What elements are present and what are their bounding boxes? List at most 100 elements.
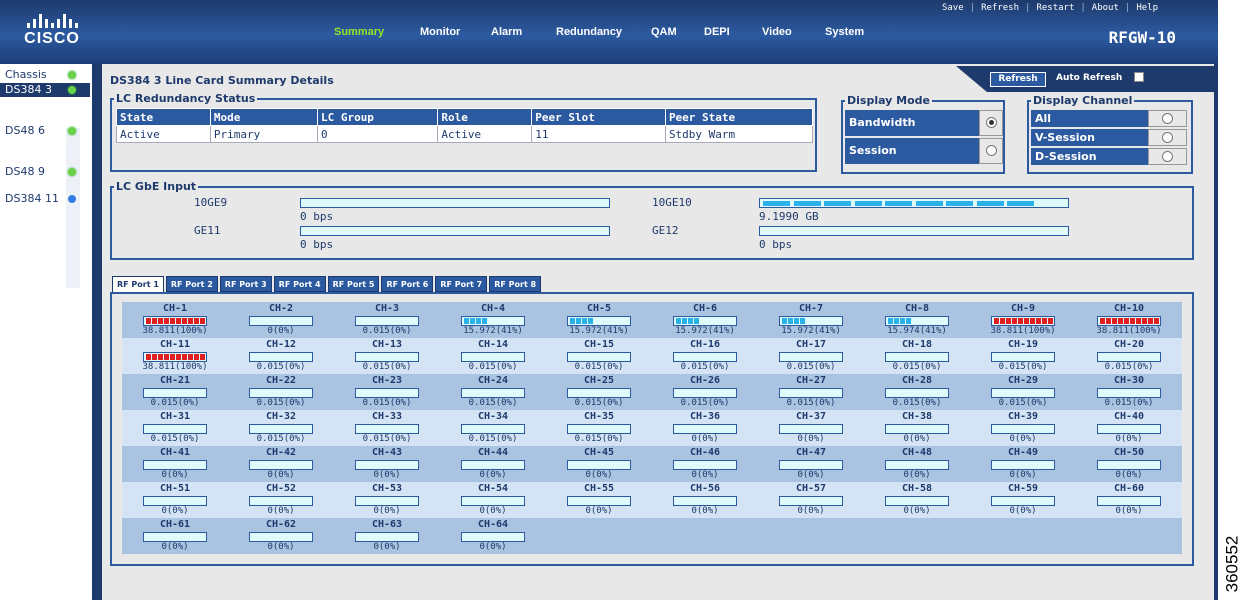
- all-radio-box: [1148, 110, 1187, 127]
- channel-usage-segment: [782, 318, 787, 324]
- channel-usage-segment: [152, 318, 157, 324]
- channel-cell: CH-27 0.015(0%): [758, 374, 864, 410]
- sidebar-item-ds48-6[interactable]: DS48 6: [0, 124, 90, 138]
- sidebar-item-ds384-11[interactable]: DS384 11: [0, 192, 90, 206]
- channel-value: 0(0%): [479, 506, 507, 516]
- tab-rf-port-3[interactable]: RF Port 3: [219, 276, 272, 292]
- channel-name: CH-63: [371, 519, 403, 530]
- channel-value: 0(0%): [267, 506, 295, 516]
- channel-cell: CH-17 0.015(0%): [758, 338, 864, 374]
- all-radio[interactable]: [1162, 113, 1173, 124]
- nav-monitor[interactable]: Monitor: [420, 26, 461, 38]
- nav-summary[interactable]: Summary: [334, 26, 385, 38]
- channel-usage-bar: [355, 388, 419, 398]
- channel-usage-segment: [170, 354, 175, 360]
- col-lc-group: LC Group: [316, 108, 439, 126]
- gbe-usage-bar: [759, 198, 1069, 208]
- channel-cell: CH-43 0(0%): [334, 446, 440, 482]
- col-mode: Mode: [209, 108, 318, 126]
- v-session-radio[interactable]: [1162, 132, 1173, 143]
- channel-cell: CH-2 0(0%): [228, 302, 334, 338]
- channel-usage-segment: [170, 318, 175, 324]
- channel-usage-segment: [470, 318, 475, 324]
- sidebar-item-ds384-3[interactable]: DS384 3: [0, 83, 90, 97]
- nav-alarm[interactable]: Alarm: [491, 26, 523, 38]
- channel-cell: CH-51 0(0%): [122, 482, 228, 518]
- channel-name: CH-35: [583, 411, 615, 422]
- d-session-radio[interactable]: [1162, 151, 1173, 162]
- util-restart-link[interactable]: Restart: [1036, 3, 1075, 13]
- nav-video[interactable]: Video: [762, 26, 792, 38]
- tab-rf-port-7[interactable]: RF Port 7: [435, 276, 488, 292]
- channel-usage-segment: [788, 318, 793, 324]
- display-channel-panel: Display Channel All V-Session D-Session: [1027, 95, 1193, 174]
- v-session-radio-box: [1148, 129, 1187, 146]
- channel-value: 0.015(0%): [256, 398, 306, 408]
- util-help-link[interactable]: Help: [1136, 3, 1158, 13]
- display-mode-legend: Display Mode: [847, 94, 931, 107]
- channel-row: CH-21 0.015(0%) CH-22 0.015(0%) CH-23 0.015(0…: [122, 374, 1182, 410]
- channel-row: CH-31 0.015(0%) CH-32 0.015(0%) CH-33 0.015(0…: [122, 410, 1182, 446]
- channel-usage-segment: [1000, 318, 1005, 324]
- nav-depi[interactable]: DEPI: [704, 26, 730, 38]
- channel-name: CH-27: [795, 375, 827, 386]
- channel-cell: CH-13 0.015(0%): [334, 338, 440, 374]
- nav-system[interactable]: System: [825, 26, 865, 38]
- bandwidth-option[interactable]: Bandwidth: [845, 110, 979, 136]
- channel-cell: CH-25 0.015(0%): [546, 374, 652, 410]
- util-about-link[interactable]: About: [1091, 3, 1119, 13]
- channel-value: 0.015(0%): [1104, 362, 1154, 372]
- channel-usage-bar: [355, 460, 419, 470]
- channel-name: CH-57: [795, 483, 827, 494]
- channel-name: CH-49: [1007, 447, 1039, 458]
- channel-usage-bar: [143, 460, 207, 470]
- tab-rf-port-4[interactable]: RF Port 4: [273, 276, 326, 292]
- channel-value: 38.811(100%): [142, 362, 208, 372]
- channel-name: CH-64: [477, 519, 509, 530]
- tab-rf-port-1[interactable]: RF Port 1: [112, 276, 164, 292]
- session-radio-box: [979, 138, 1003, 164]
- tab-rf-port-5[interactable]: RF Port 5: [327, 276, 380, 292]
- tab-rf-port-8[interactable]: RF Port 8: [489, 276, 542, 292]
- all-option[interactable]: All: [1031, 110, 1148, 127]
- sidebar-item-chassis[interactable]: Chassis: [0, 68, 90, 82]
- channel-usage-bar: [779, 352, 843, 362]
- gbe-usage-segment: [793, 201, 821, 206]
- channel-name: CH-17: [795, 339, 827, 350]
- channel-usage-bar: [355, 496, 419, 506]
- v-session-option[interactable]: V-Session: [1031, 129, 1148, 146]
- utility-nav: Save | Refresh | Restart | About | Help: [941, 3, 1158, 13]
- session-option[interactable]: Session: [845, 138, 979, 164]
- nav-qam[interactable]: QAM: [651, 26, 677, 38]
- tab-rf-port-2[interactable]: RF Port 2: [165, 276, 218, 292]
- channel-name: CH-25: [583, 375, 615, 386]
- refresh-button[interactable]: Refresh: [990, 72, 1046, 87]
- channel-usage-bar: [355, 424, 419, 434]
- page-title: DS384 3 Line Card Summary Details: [110, 74, 334, 87]
- channel-row: CH-11 38.811(100%) CH-12 0.015(0%) CH-13 0.01…: [122, 338, 1182, 374]
- channel-usage-segment: [164, 318, 169, 324]
- channel-name: CH-62: [265, 519, 297, 530]
- channel-usage-bar: [885, 352, 949, 362]
- channel-usage-segment: [676, 318, 681, 324]
- util-refresh-link[interactable]: Refresh: [981, 3, 1020, 13]
- gbe-port-name: 10GE9: [194, 196, 228, 209]
- session-radio[interactable]: [986, 145, 997, 156]
- d-session-option[interactable]: D-Session: [1031, 148, 1148, 165]
- channel-name: CH-40: [1113, 411, 1145, 422]
- auto-refresh-checkbox[interactable]: [1134, 72, 1144, 82]
- channel-usage-segment: [1112, 318, 1117, 324]
- channel-name: CH-44: [477, 447, 509, 458]
- bandwidth-radio[interactable]: [986, 117, 997, 128]
- util-save-link[interactable]: Save: [941, 3, 964, 13]
- tab-rf-port-6[interactable]: RF Port 6: [381, 276, 434, 292]
- channel-name: CH-50: [1113, 447, 1145, 458]
- channel-usage-segment: [146, 354, 151, 360]
- sidebar-item-ds48-9[interactable]: DS48 9: [0, 165, 90, 179]
- channel-usage-bar: [355, 532, 419, 542]
- nav-redundancy[interactable]: Redundancy: [556, 26, 623, 38]
- redundancy-panel: LC Redundancy Status State Mode LC Group…: [110, 93, 817, 172]
- cisco-bars-icon: [22, 14, 82, 28]
- channel-value: 0(0%): [797, 506, 825, 516]
- channel-cell: CH-23 0.015(0%): [334, 374, 440, 410]
